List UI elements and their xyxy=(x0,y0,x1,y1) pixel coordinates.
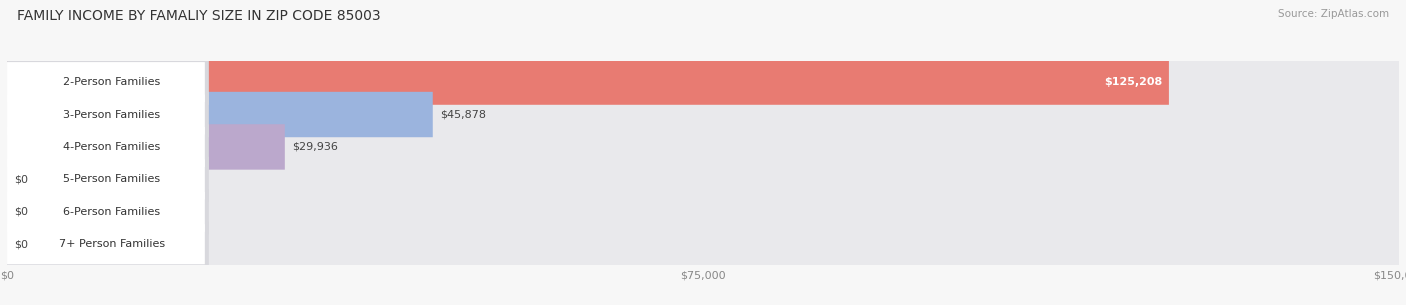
Text: 5-Person Families: 5-Person Families xyxy=(63,174,160,185)
FancyBboxPatch shape xyxy=(7,92,433,137)
FancyBboxPatch shape xyxy=(7,224,205,264)
Text: 2-Person Families: 2-Person Families xyxy=(63,77,160,87)
Text: $45,878: $45,878 xyxy=(440,109,485,120)
Text: FAMILY INCOME BY FAMALIY SIZE IN ZIP CODE 85003: FAMILY INCOME BY FAMALIY SIZE IN ZIP COD… xyxy=(17,9,381,23)
Text: $0: $0 xyxy=(14,207,28,217)
FancyBboxPatch shape xyxy=(7,189,1399,235)
FancyBboxPatch shape xyxy=(7,124,1399,170)
FancyBboxPatch shape xyxy=(7,92,1399,137)
FancyBboxPatch shape xyxy=(7,124,209,170)
Text: 7+ Person Families: 7+ Person Families xyxy=(59,239,165,249)
Text: 3-Person Families: 3-Person Families xyxy=(63,109,160,120)
Text: $29,936: $29,936 xyxy=(292,142,337,152)
Text: Source: ZipAtlas.com: Source: ZipAtlas.com xyxy=(1278,9,1389,19)
FancyBboxPatch shape xyxy=(7,59,209,105)
FancyBboxPatch shape xyxy=(7,95,205,135)
FancyBboxPatch shape xyxy=(7,189,209,235)
FancyBboxPatch shape xyxy=(7,62,205,102)
FancyBboxPatch shape xyxy=(7,192,205,232)
FancyBboxPatch shape xyxy=(7,59,1399,105)
FancyBboxPatch shape xyxy=(7,160,205,199)
FancyBboxPatch shape xyxy=(7,127,205,167)
Text: $125,208: $125,208 xyxy=(1104,77,1161,87)
FancyBboxPatch shape xyxy=(7,59,1168,105)
Text: 4-Person Families: 4-Person Families xyxy=(63,142,160,152)
FancyBboxPatch shape xyxy=(7,221,209,267)
Text: 6-Person Families: 6-Person Families xyxy=(63,207,160,217)
FancyBboxPatch shape xyxy=(7,157,209,202)
Text: $0: $0 xyxy=(14,239,28,249)
FancyBboxPatch shape xyxy=(7,157,1399,202)
FancyBboxPatch shape xyxy=(7,124,285,170)
FancyBboxPatch shape xyxy=(7,92,209,137)
FancyBboxPatch shape xyxy=(7,221,1399,267)
Text: $0: $0 xyxy=(14,174,28,185)
